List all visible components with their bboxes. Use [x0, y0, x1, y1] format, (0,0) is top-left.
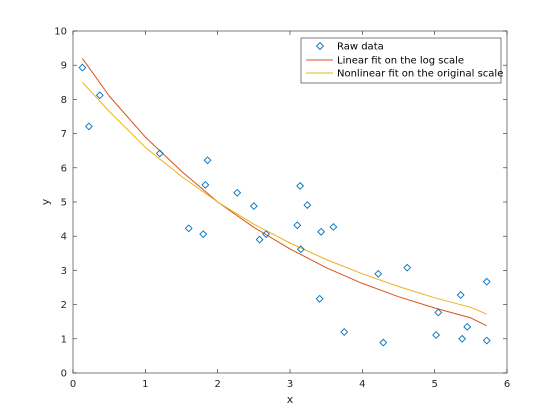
data-point	[315, 294, 324, 303]
legend-label-nonlinear-fit: Nonlinear fit on the original scale	[337, 69, 503, 80]
x-tick-label: 4	[359, 379, 365, 390]
y-tick-label: 0	[61, 369, 67, 380]
data-point	[293, 221, 302, 230]
data-point	[379, 338, 388, 347]
data-point	[303, 201, 312, 210]
data-point	[201, 180, 210, 189]
x-tick-label: 6	[504, 379, 510, 390]
data-point	[233, 188, 242, 197]
x-axis-label: x	[287, 393, 294, 406]
legend-label-linear-fit: Linear fit on the log scale	[337, 56, 464, 67]
data-point	[255, 235, 264, 244]
y-axis-ticks: 0 1 2 3 4 5 6 7 8 9 10	[54, 27, 507, 380]
y-tick-label: 3	[61, 266, 67, 277]
data-point	[374, 269, 383, 278]
linear-fit-line	[81, 58, 487, 327]
y-tick-label: 8	[61, 95, 67, 106]
data-point	[296, 181, 305, 190]
nonlinear-fit-line	[82, 81, 487, 315]
data-point	[262, 230, 271, 239]
data-point	[403, 263, 412, 272]
y-axis-label: y	[39, 198, 52, 205]
y-tick-label: 2	[61, 300, 67, 311]
y-tick-label: 10	[54, 27, 67, 38]
legend: Raw data Linear fit on the log scale Non…	[300, 37, 503, 84]
legend-box	[300, 37, 502, 84]
data-point	[482, 277, 491, 286]
y-tick-label: 1	[61, 334, 67, 345]
data-point	[317, 227, 326, 236]
data-point	[155, 149, 164, 158]
data-point	[458, 334, 467, 343]
data-point	[463, 322, 472, 331]
y-tick-label: 4	[61, 232, 67, 243]
y-tick-label: 6	[61, 163, 67, 174]
data-point	[95, 91, 104, 100]
y-tick-label: 5	[61, 198, 67, 209]
data-point	[203, 156, 212, 165]
data-point	[482, 336, 491, 345]
plot-content	[78, 58, 491, 347]
legend-label-raw-data: Raw data	[337, 42, 384, 53]
raw-data-points	[78, 63, 491, 347]
data-point	[432, 331, 441, 339]
data-point	[296, 245, 305, 254]
legend-entry-linear-fit: Linear fit on the log scale	[306, 56, 464, 67]
legend-entry-raw-data: Raw data	[315, 41, 384, 53]
data-point	[329, 223, 338, 231]
x-tick-label: 2	[214, 379, 220, 390]
data-point	[199, 230, 208, 239]
data-point	[184, 224, 193, 233]
data-point	[249, 202, 258, 211]
y-tick-label: 7	[61, 129, 67, 140]
data-point	[434, 308, 443, 317]
data-point	[340, 328, 349, 336]
data-point	[78, 63, 87, 72]
x-axis-ticks: 0 1 2 3 4 5 6	[70, 31, 510, 390]
x-tick-label: 5	[431, 379, 437, 390]
x-tick-label: 0	[70, 379, 76, 390]
x-tick-label: 3	[287, 379, 293, 390]
legend-diamond-marker	[315, 41, 325, 51]
x-tick-label: 1	[142, 379, 148, 390]
plot-area	[73, 31, 507, 373]
legend-entry-nonlinear-fit: Nonlinear fit on the original scale	[306, 69, 503, 80]
data-point	[84, 122, 93, 131]
y-tick-label: 9	[61, 61, 67, 72]
data-point	[456, 291, 465, 299]
